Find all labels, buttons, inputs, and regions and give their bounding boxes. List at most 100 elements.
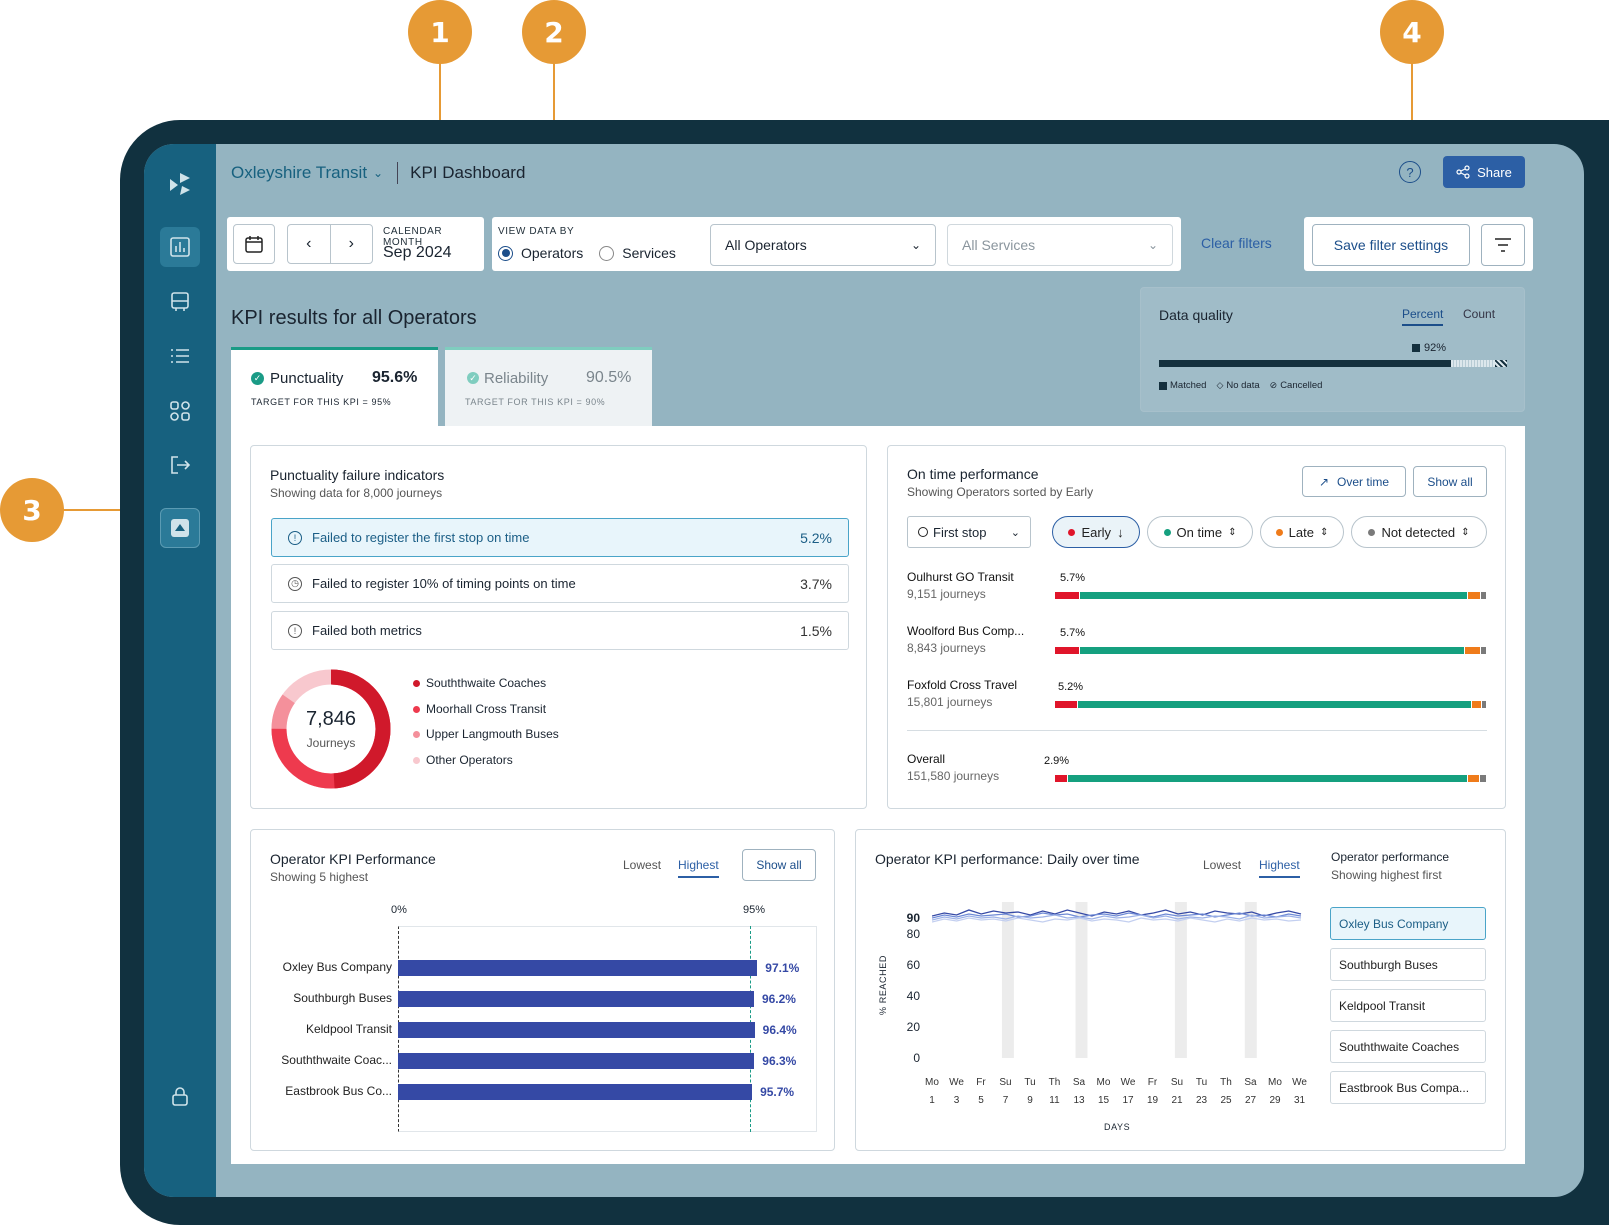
x-tick-number: 29	[1269, 1095, 1281, 1106]
sort-chip-not-detected[interactable]: Not detected ⇕	[1351, 516, 1487, 548]
view-data-by-label: VIEW DATA BY	[498, 226, 575, 237]
legend-label: Souththwaite Coaches	[426, 676, 547, 690]
x-tick-day: Su	[999, 1077, 1012, 1088]
calendar-button[interactable]	[233, 224, 275, 264]
sidebar-map-icon[interactable]	[160, 508, 200, 548]
no-data-icon: ◇	[1216, 380, 1224, 390]
legend-label: Other Operators	[426, 752, 513, 767]
tab-percent[interactable]: Percent	[1402, 307, 1444, 326]
results-title: KPI results for all Operators	[231, 307, 477, 329]
operator-series-line	[932, 909, 1302, 917]
ontime-stack-bar	[1055, 701, 1487, 708]
view-filter-group: VIEW DATA BY Operators Services All Oper…	[492, 217, 1181, 271]
failure-item-first-stop[interactable]: ! Failed to register the first stop on t…	[271, 518, 849, 557]
callout-1: 1	[408, 0, 472, 64]
operator-list-item[interactable]: Eastbrook Bus Compa...	[1330, 1071, 1486, 1104]
sort-chip-late[interactable]: Late ⇕	[1260, 516, 1344, 548]
sidebar-apps-icon[interactable]	[160, 391, 200, 431]
x-tick-day: Sa	[1244, 1077, 1257, 1088]
bar[interactable]	[398, 1053, 755, 1069]
quality-value: 92%	[1424, 342, 1447, 354]
tab-highest[interactable]: Highest	[1259, 858, 1300, 878]
operator-select[interactable]: All Operators ⌄	[710, 224, 936, 266]
on-time-performance-card: On time performance Showing Operators so…	[887, 445, 1506, 809]
services-radio-label[interactable]: Services	[622, 245, 676, 261]
service-select[interactable]: All Services ⌄	[947, 224, 1173, 266]
sidebar-list-icon[interactable]	[160, 336, 200, 376]
tab-reliability[interactable]: ✓ Reliability 90.5% TARGET FOR THIS KPI …	[445, 347, 652, 427]
operators-radio[interactable]	[498, 245, 513, 261]
legend-item: Other Operators	[413, 748, 559, 774]
x-tick-number: 25	[1220, 1095, 1232, 1106]
calendar-month-label: CALENDAR MONTH	[383, 226, 443, 248]
services-radio[interactable]	[599, 245, 615, 261]
failure-item-both[interactable]: ! Failed both metrics 1.5%	[271, 611, 849, 650]
sort-chip-on-time[interactable]: On time ⇕	[1147, 516, 1253, 548]
x-tick-day: Fr	[1147, 1077, 1158, 1088]
operator-name: Oulhurst GO Transit	[907, 570, 1014, 584]
y-tick-label: 60	[906, 958, 920, 972]
help-icon[interactable]: ?	[1399, 161, 1421, 183]
save-filter-button[interactable]: Save filter settings	[1312, 224, 1470, 266]
ontime-stack-bar	[1055, 592, 1487, 599]
share-label: Share	[1477, 164, 1512, 180]
stop-select[interactable]: First stop ⌄	[907, 516, 1031, 548]
tab-lowest[interactable]: Lowest	[1203, 858, 1242, 872]
tab-highest[interactable]: Highest	[678, 858, 719, 878]
tab-count[interactable]: Count	[1463, 307, 1496, 321]
org-switcher[interactable]: Oxleyshire Transit	[231, 163, 368, 182]
operator-list-item[interactable]: Souththwaite Coaches	[1330, 1030, 1486, 1063]
sort-icon: ⇕	[1461, 526, 1470, 538]
bar[interactable]	[398, 1084, 753, 1100]
x-tick-number: 13	[1073, 1095, 1085, 1106]
opkpi-show-all-button[interactable]: Show all	[742, 849, 816, 881]
on-time-segment	[1080, 647, 1465, 654]
chevron-down-icon[interactable]: ⌄	[373, 166, 384, 180]
operator-list-item[interactable]: Keldpool Transit	[1330, 989, 1486, 1022]
sidebar-export-icon[interactable]	[160, 445, 200, 485]
breadcrumb: Oxleyshire Transit ⌄ KPI Dashboard	[231, 162, 525, 184]
selected-month[interactable]: Sep 2024	[383, 244, 452, 261]
operator-series-line	[932, 917, 1302, 923]
late-segment	[1467, 775, 1480, 782]
show-all-button[interactable]: Show all	[1413, 466, 1487, 497]
previous-month-button[interactable]: ‹	[288, 225, 331, 263]
operator-name: Foxfold Cross Travel	[907, 678, 1018, 692]
y-axis-label: % REACHED	[878, 955, 888, 1015]
operators-radio-label[interactable]: Operators	[521, 245, 584, 261]
bar-category-label: Southburgh Buses	[293, 991, 392, 1005]
sidebar-dashboard-icon[interactable]	[160, 227, 200, 267]
quality-legend: Matched ◇ No data ⊘ Cancelled	[1159, 380, 1322, 391]
filter-menu-button[interactable]	[1481, 224, 1525, 266]
app-logo-icon[interactable]	[160, 164, 200, 204]
over-time-button[interactable]: ↗ Over time	[1302, 466, 1406, 497]
x-tick-day: Tu	[1195, 1077, 1208, 1088]
sidebar-bus-icon[interactable]	[160, 282, 200, 322]
bar[interactable]	[398, 960, 758, 976]
chip-label: Not detected	[1381, 524, 1456, 540]
next-month-button[interactable]: ›	[331, 225, 373, 263]
early-percent: 5.7%	[1060, 572, 1086, 584]
arrow-down-icon: ↓	[1117, 524, 1124, 540]
tab-punctuality[interactable]: ✓ Punctuality 95.6% TARGET FOR THIS KPI …	[231, 347, 438, 427]
data-quality-panel: Data quality Percent Count 92% Matched ◇…	[1140, 287, 1525, 412]
bar[interactable]	[398, 991, 754, 1007]
legend-item: Upper Langmouth Buses	[413, 722, 559, 748]
tab-punctuality-label: Punctuality	[270, 370, 344, 387]
x-tick-number: 17	[1122, 1095, 1134, 1106]
callout-4: 4	[1380, 0, 1444, 64]
sort-chip-early[interactable]: Early ↓	[1052, 516, 1140, 548]
operator-list-item[interactable]: Southburgh Buses	[1330, 948, 1486, 981]
chevron-down-icon: ⌄	[910, 238, 921, 252]
chip-label: Early	[1081, 524, 1112, 540]
operator-list-item[interactable]: Oxley Bus Company	[1330, 907, 1486, 940]
ontime-row-label: Overall 151,580 journeys	[907, 752, 999, 783]
clear-filters-link[interactable]: Clear filters	[1201, 235, 1272, 251]
tab-lowest[interactable]: Lowest	[623, 858, 662, 872]
x-tick-day: Fr	[976, 1077, 986, 1088]
share-button[interactable]: Share	[1443, 156, 1525, 188]
lock-icon[interactable]	[160, 1076, 200, 1116]
x-tick-day: Mo	[925, 1077, 939, 1088]
bar[interactable]	[398, 1022, 755, 1038]
failure-item-timing-points[interactable]: ◷ Failed to register 10% of timing point…	[271, 564, 849, 603]
